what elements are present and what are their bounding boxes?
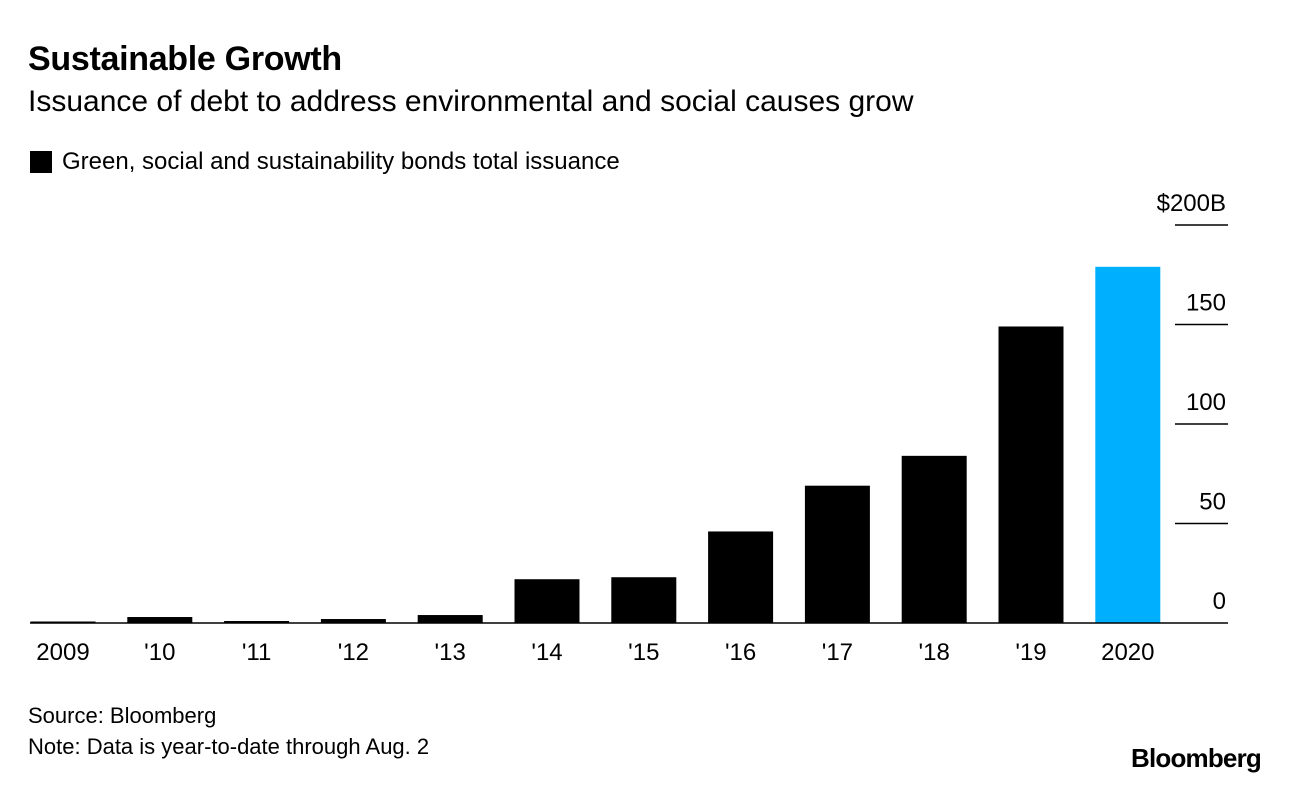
y-tick-label: $200B [1157,190,1226,217]
x-tick-label: '13 [435,639,466,666]
legend-swatch [30,151,52,173]
bar [514,579,580,623]
bar [417,615,483,623]
bloomberg-logo: Bloomberg [1130,743,1262,773]
x-tick-label: '10 [144,639,175,666]
bar [998,326,1064,623]
y-tick-label: 0 [1213,588,1226,615]
x-tick-label: '12 [338,639,369,666]
x-tick-label: '14 [531,639,562,666]
x-tick-label: '18 [919,639,950,666]
y-tick-label: 100 [1186,389,1226,416]
bar [1095,266,1161,623]
x-tick-label: 2009 [36,639,89,666]
x-tick-label: '17 [822,639,853,666]
x-tick-label: '11 [242,639,272,666]
chart-title: Sustainable Growth [28,40,342,78]
bar [708,531,774,623]
bar [611,577,677,623]
x-tick-label: '15 [628,639,659,666]
bar [127,617,193,623]
footer-source: Source: Bloomberg [28,703,217,728]
x-tick-label: '19 [1015,639,1046,666]
bar [320,619,386,623]
bar [901,455,967,623]
bar [804,485,870,623]
legend-label: Green, social and sustainability bonds t… [62,148,620,175]
x-tick-label: 2020 [1101,639,1154,666]
x-tick-label: '16 [725,639,756,666]
y-tick-label: 50 [1199,489,1226,516]
footer-note: Note: Data is year-to-date through Aug. … [28,734,430,759]
chart-subtitle: Issuance of debt to address environmenta… [28,85,914,118]
bar [224,621,290,623]
y-tick-label: 150 [1186,290,1226,317]
chart-legend: Green, social and sustainability bonds t… [30,148,620,176]
